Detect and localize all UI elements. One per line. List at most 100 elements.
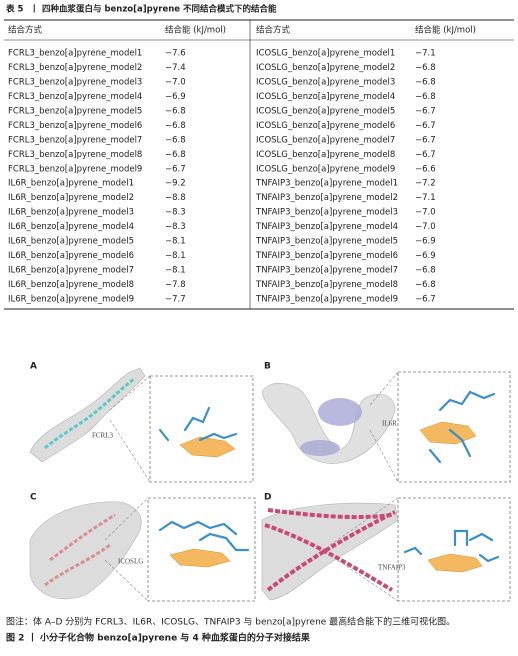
cell-mode: IL6R_benzo[a]pyrene_model8 <box>8 280 134 290</box>
guide <box>329 497 399 546</box>
protein-surface <box>261 383 396 464</box>
cell-mode: FCRL3_benzo[a]pyrene_model9 <box>8 164 142 174</box>
panel-letter: D <box>264 493 271 503</box>
cell-energy: −6.8 <box>415 77 436 87</box>
header-cell: 结合方式 <box>256 25 291 36</box>
protein-surface <box>29 501 142 600</box>
cell-energy: −6.7 <box>415 150 436 160</box>
domain <box>318 398 362 426</box>
figure-sep: 丨 <box>28 633 37 644</box>
cell-energy: −6.7 <box>415 121 436 131</box>
cell-energy: −9.2 <box>165 179 186 189</box>
cell-mode: FCRL3_benzo[a]pyrene_model6 <box>8 121 142 131</box>
cell-energy: −6.9 <box>165 92 186 102</box>
cell-mode: FCRL3_benzo[a]pyrene_model8 <box>8 150 142 160</box>
cell-energy: −7.0 <box>415 208 436 218</box>
guide <box>369 371 399 406</box>
inset-box <box>149 375 254 483</box>
cell-energy: −6.9 <box>415 251 436 261</box>
figure-note: 图注：体 A–D 分别为 FCRL3、IL6R、ICOSLG、TNFAIP3 与… <box>6 616 455 628</box>
panel-c: C ICOSLG <box>29 493 256 602</box>
cell-mode: ICOSLG_benzo[a]pyrene_model4 <box>256 92 395 102</box>
cell-mode: ICOSLG_benzo[a]pyrene_model6 <box>256 121 395 131</box>
panel-letter: B <box>264 362 271 372</box>
cell-mode: TNFAIP3_benzo[a]pyrene_model2 <box>255 193 398 203</box>
header-cell: 结合方式 <box>8 25 43 36</box>
inset-box <box>397 371 511 483</box>
residues <box>158 406 238 442</box>
cell-energy: −7.4 <box>165 63 186 73</box>
cell-energy: −7.8 <box>165 280 186 290</box>
guide <box>109 375 151 411</box>
cell-energy: −6.8 <box>415 63 436 73</box>
cell-mode: FCRL3_benzo[a]pyrene_model7 <box>8 135 142 145</box>
cell-mode: IL6R_benzo[a]pyrene_model4 <box>8 222 134 232</box>
cell-mode: TNFAIP3_benzo[a]pyrene_model5 <box>255 237 398 247</box>
protein-label: IL6R <box>382 420 397 428</box>
cell-mode: TNFAIP3_benzo[a]pyrene_model4 <box>255 222 398 232</box>
protein-surface <box>29 367 146 463</box>
cell-energy: −6.9 <box>415 237 436 247</box>
residues <box>158 520 250 552</box>
cell-energy: −7.6 <box>165 49 186 59</box>
cell-energy: −6.8 <box>415 266 436 276</box>
cell-energy: −8.8 <box>165 193 186 203</box>
cell-energy: −7.1 <box>415 49 436 59</box>
cell-energy: −6.7 <box>415 295 436 305</box>
table-label: 表 5 <box>5 4 23 15</box>
cell-energy: −7.0 <box>415 222 436 232</box>
cell-mode: TNFAIP3_benzo[a]pyrene_model8 <box>255 280 398 290</box>
ligand <box>169 548 231 568</box>
figure-label: 图 2 <box>6 633 24 644</box>
ligand <box>419 421 477 445</box>
cell-energy: −6.8 <box>165 106 186 116</box>
cell-energy: −7.2 <box>415 179 436 189</box>
cell-energy: −7.1 <box>415 193 436 203</box>
cell-energy: −6.8 <box>165 121 186 131</box>
domain <box>300 440 340 456</box>
cell-mode: FCRL3_benzo[a]pyrene_model3 <box>8 77 142 87</box>
cell-energy: −6.7 <box>165 164 186 174</box>
cell-mode: IL6R_benzo[a]pyrene_model2 <box>8 193 134 203</box>
cell-mode: TNFAIP3_benzo[a]pyrene_model1 <box>255 179 398 189</box>
cell-mode: FCRL3_benzo[a]pyrene_model5 <box>8 106 142 116</box>
figure-title: 小分子化合物 benzo[a]pyrene 与 4 种血浆蛋白的分子对接结果 <box>39 632 311 644</box>
cell-mode: FCRL3_benzo[a]pyrene_model2 <box>8 63 142 73</box>
cell-mode: ICOSLG_benzo[a]pyrene_model7 <box>256 135 395 145</box>
helix <box>264 508 396 592</box>
cell-energy: −7.7 <box>165 295 186 305</box>
ligand <box>179 436 236 458</box>
table-title: 四种血浆蛋白与 benzo[a]pyrene 不同结合模式下的结合能 <box>42 4 277 15</box>
cell-energy: −6.8 <box>165 150 186 160</box>
cell-mode: ICOSLG_benzo[a]pyrene_model8 <box>256 150 395 160</box>
panel-d: D TNFAIP3 <box>261 493 511 602</box>
panel-letter: A <box>30 362 37 372</box>
cell-mode: IL6R_benzo[a]pyrene_model9 <box>8 295 134 305</box>
residues <box>403 529 500 563</box>
cell-mode: TNFAIP3_benzo[a]pyrene_model7 <box>255 266 398 276</box>
cell-energy: −6.8 <box>415 92 436 102</box>
cell-energy: −7.0 <box>165 77 186 87</box>
ligand <box>427 553 483 573</box>
helix <box>44 513 116 587</box>
cell-energy: −8.3 <box>165 222 186 232</box>
cell-mode: ICOSLG_benzo[a]pyrene_model3 <box>256 77 395 87</box>
cell-energy: −6.7 <box>415 135 436 145</box>
protein-label: ICOSLG <box>118 558 143 566</box>
protein-label: FCRL3 <box>92 432 114 440</box>
cell-mode: FCRL3_benzo[a]pyrene_model1 <box>8 49 142 59</box>
residues <box>428 390 496 464</box>
cell-energy: −8.3 <box>165 208 186 218</box>
cell-mode: ICOSLG_benzo[a]pyrene_model9 <box>256 164 395 174</box>
cell-energy: −6.6 <box>415 164 436 174</box>
cell-energy: −8.1 <box>165 266 186 276</box>
helix <box>44 376 136 450</box>
cell-energy: −6.8 <box>415 280 436 290</box>
cell-mode: TNFAIP3_benzo[a]pyrene_model3 <box>255 208 398 218</box>
cell-mode: TNFAIP3_benzo[a]pyrene_model9 <box>255 295 398 305</box>
cell-energy: −8.1 <box>165 237 186 247</box>
cell-mode: IL6R_benzo[a]pyrene_model7 <box>8 266 134 276</box>
cell-mode: IL6R_benzo[a]pyrene_model3 <box>8 208 134 218</box>
table-sep: 丨 <box>30 5 39 15</box>
